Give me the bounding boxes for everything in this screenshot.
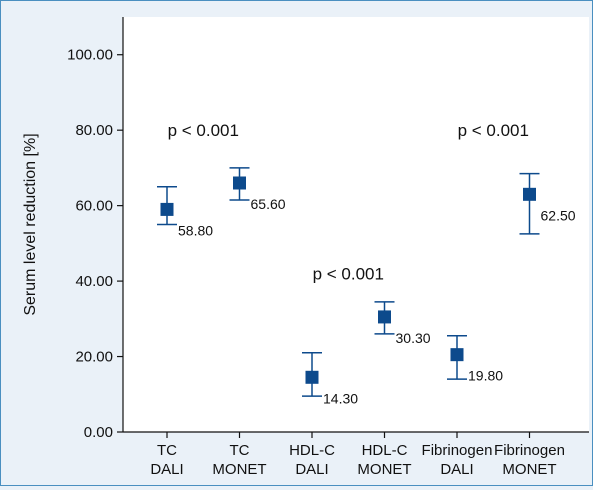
- x-category-label: TC: [157, 442, 177, 459]
- y-tick-label: 0.00: [84, 424, 113, 441]
- data-point-marker: [305, 370, 319, 384]
- data-point-group: 19.80: [447, 335, 503, 384]
- plot-area: [123, 17, 589, 432]
- data-point-group: 65.60: [229, 167, 286, 212]
- data-point-group: 58.80: [157, 186, 213, 238]
- p-value-annotation: p < 0.001: [168, 121, 239, 140]
- data-points: 58.80 65.60 14.30 30.30 19.80 62.50: [157, 167, 576, 406]
- x-category-label: MONET: [502, 461, 556, 478]
- data-point-marker: [378, 310, 391, 324]
- y-tick-label: 40.00: [75, 273, 113, 290]
- data-value-label: 65.60: [251, 196, 286, 212]
- x-category-label: HDL-C: [289, 442, 335, 459]
- x-category-label: Fibrinogen: [494, 442, 565, 459]
- p-value-annotation: p < 0.001: [313, 265, 384, 284]
- data-point-group: 30.30: [374, 301, 431, 346]
- data-point-marker: [450, 348, 464, 362]
- y-tick-label: 100.00: [67, 47, 113, 64]
- y-axis-label: Serum level reduction [%]: [22, 133, 39, 315]
- data-value-label: 14.30: [323, 390, 358, 406]
- data-value-label: 62.50: [541, 207, 576, 223]
- x-category-label: DALI: [295, 461, 328, 478]
- y-tick-label: 80.00: [75, 122, 113, 139]
- data-point-marker: [160, 202, 174, 216]
- y-tick-label: 60.00: [75, 198, 113, 215]
- data-point-marker: [233, 176, 246, 190]
- x-category-label: TC: [230, 442, 250, 459]
- x-category-label: DALI: [440, 461, 473, 478]
- data-value-label: 58.80: [178, 222, 213, 238]
- data-point-group: 62.50: [519, 172, 576, 235]
- data-value-label: 30.30: [396, 330, 431, 346]
- x-category-label: MONET: [212, 461, 266, 478]
- data-point-marker: [523, 187, 536, 201]
- data-value-label: 19.80: [468, 368, 503, 384]
- x-category-label: HDL-C: [362, 442, 408, 459]
- axes: [117, 17, 589, 438]
- x-category-label: Fibrinogen: [422, 442, 493, 459]
- x-category-label: DALI: [150, 461, 183, 478]
- p-value-annotation: p < 0.001: [458, 121, 529, 140]
- y-tick-label: 20.00: [75, 349, 113, 366]
- annotations: p < 0.001 p < 0.001 p < 0.001: [168, 121, 529, 283]
- data-point-group: 14.30: [302, 352, 358, 406]
- y-tick-labels: 0.00 20.00 40.00 60.00 80.00 100.00: [67, 47, 113, 441]
- x-category-label: MONET: [357, 461, 411, 478]
- x-category-labels: TC DALI TC MONET HDL-C DALI HDL-C MONET Fibrinog…: [150, 442, 565, 478]
